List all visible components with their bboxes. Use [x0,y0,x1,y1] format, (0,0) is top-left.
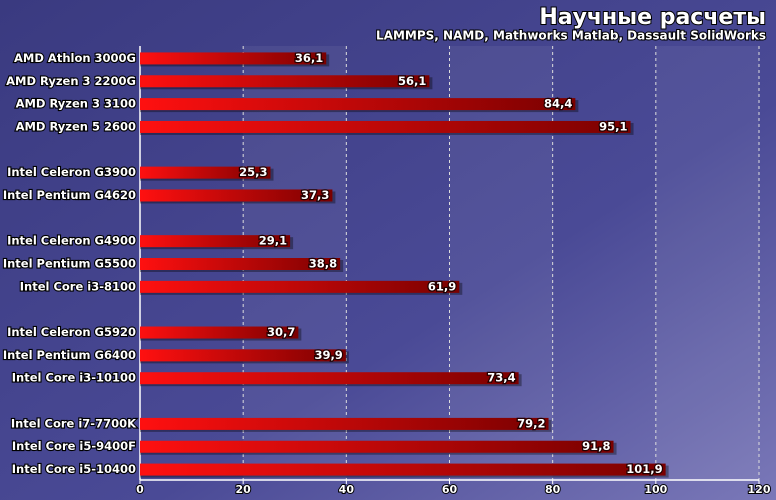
data-label: 56,1 [398,74,426,88]
x-tick-label: 20 [236,483,252,496]
bar [140,417,549,430]
x-tick-label: 80 [545,483,561,496]
y-tick-label: Intel Core i7-7700K [11,416,137,430]
bar [140,189,333,202]
bar [140,166,271,179]
data-label: 95,1 [599,119,627,133]
data-label: 101,9 [626,462,662,476]
data-label: 84,4 [544,97,572,111]
y-tick-label: AMD Ryzen 3 2200G [6,74,136,88]
y-tick-label: Intel Celeron G4900 [7,234,136,248]
bar [140,98,576,111]
bar [140,372,519,385]
bar [140,120,631,133]
y-tick-label: Intel Pentium G4620 [3,188,136,202]
data-label: 36,1 [295,51,323,65]
bar [140,258,341,270]
data-label: 79,2 [517,416,545,430]
data-label: 91,8 [582,439,610,453]
data-label: 29,1 [259,234,287,248]
x-tick-label: 0 [136,483,144,496]
plot-band [655,46,759,480]
bar [140,52,327,65]
y-tick-label: AMD Ryzen 3 3100 [16,97,136,111]
y-tick-label: Intel Pentium G5500 [3,257,136,271]
bar [140,463,666,476]
data-label: 30,7 [267,325,295,339]
x-tick-label: 100 [644,483,667,496]
x-tick-label: 40 [339,483,355,496]
y-tick-label: Intel Core i5-9400F [12,439,136,453]
bar [140,280,460,293]
chart-subtitle: LAMMPS, NAMD, Mathworks Matlab, Dassault… [376,29,766,43]
bar [140,75,430,88]
plot-band [449,46,553,480]
y-tick-label: Intel Pentium G6400 [3,348,136,362]
y-tick-label: Intel Celeron G5920 [7,325,136,339]
y-tick-label: Intel Core i5-10400 [12,462,136,476]
y-tick-label: Intel Celeron G3900 [7,165,136,179]
y-tick-label: Intel Core i3-8100 [20,279,136,293]
y-tick-label: AMD Ryzen 5 2600 [16,119,136,133]
data-label: 61,9 [428,279,456,293]
bar [140,440,614,453]
bar [140,349,346,362]
chart-title: Научные расчеты [539,5,766,30]
y-tick-label: Intel Core i3-10100 [12,371,136,385]
bar [140,326,299,339]
bar [140,235,291,248]
y-tick-label: AMD Athlon 3000G [14,51,136,65]
data-label: 25,3 [239,165,267,179]
data-label: 37,3 [301,188,329,202]
x-tick-label: 120 [748,483,771,496]
x-tick-label: 60 [442,483,458,496]
data-label: 38,8 [309,257,337,271]
data-label: 73,4 [487,371,515,385]
data-label: 39,9 [314,348,342,362]
